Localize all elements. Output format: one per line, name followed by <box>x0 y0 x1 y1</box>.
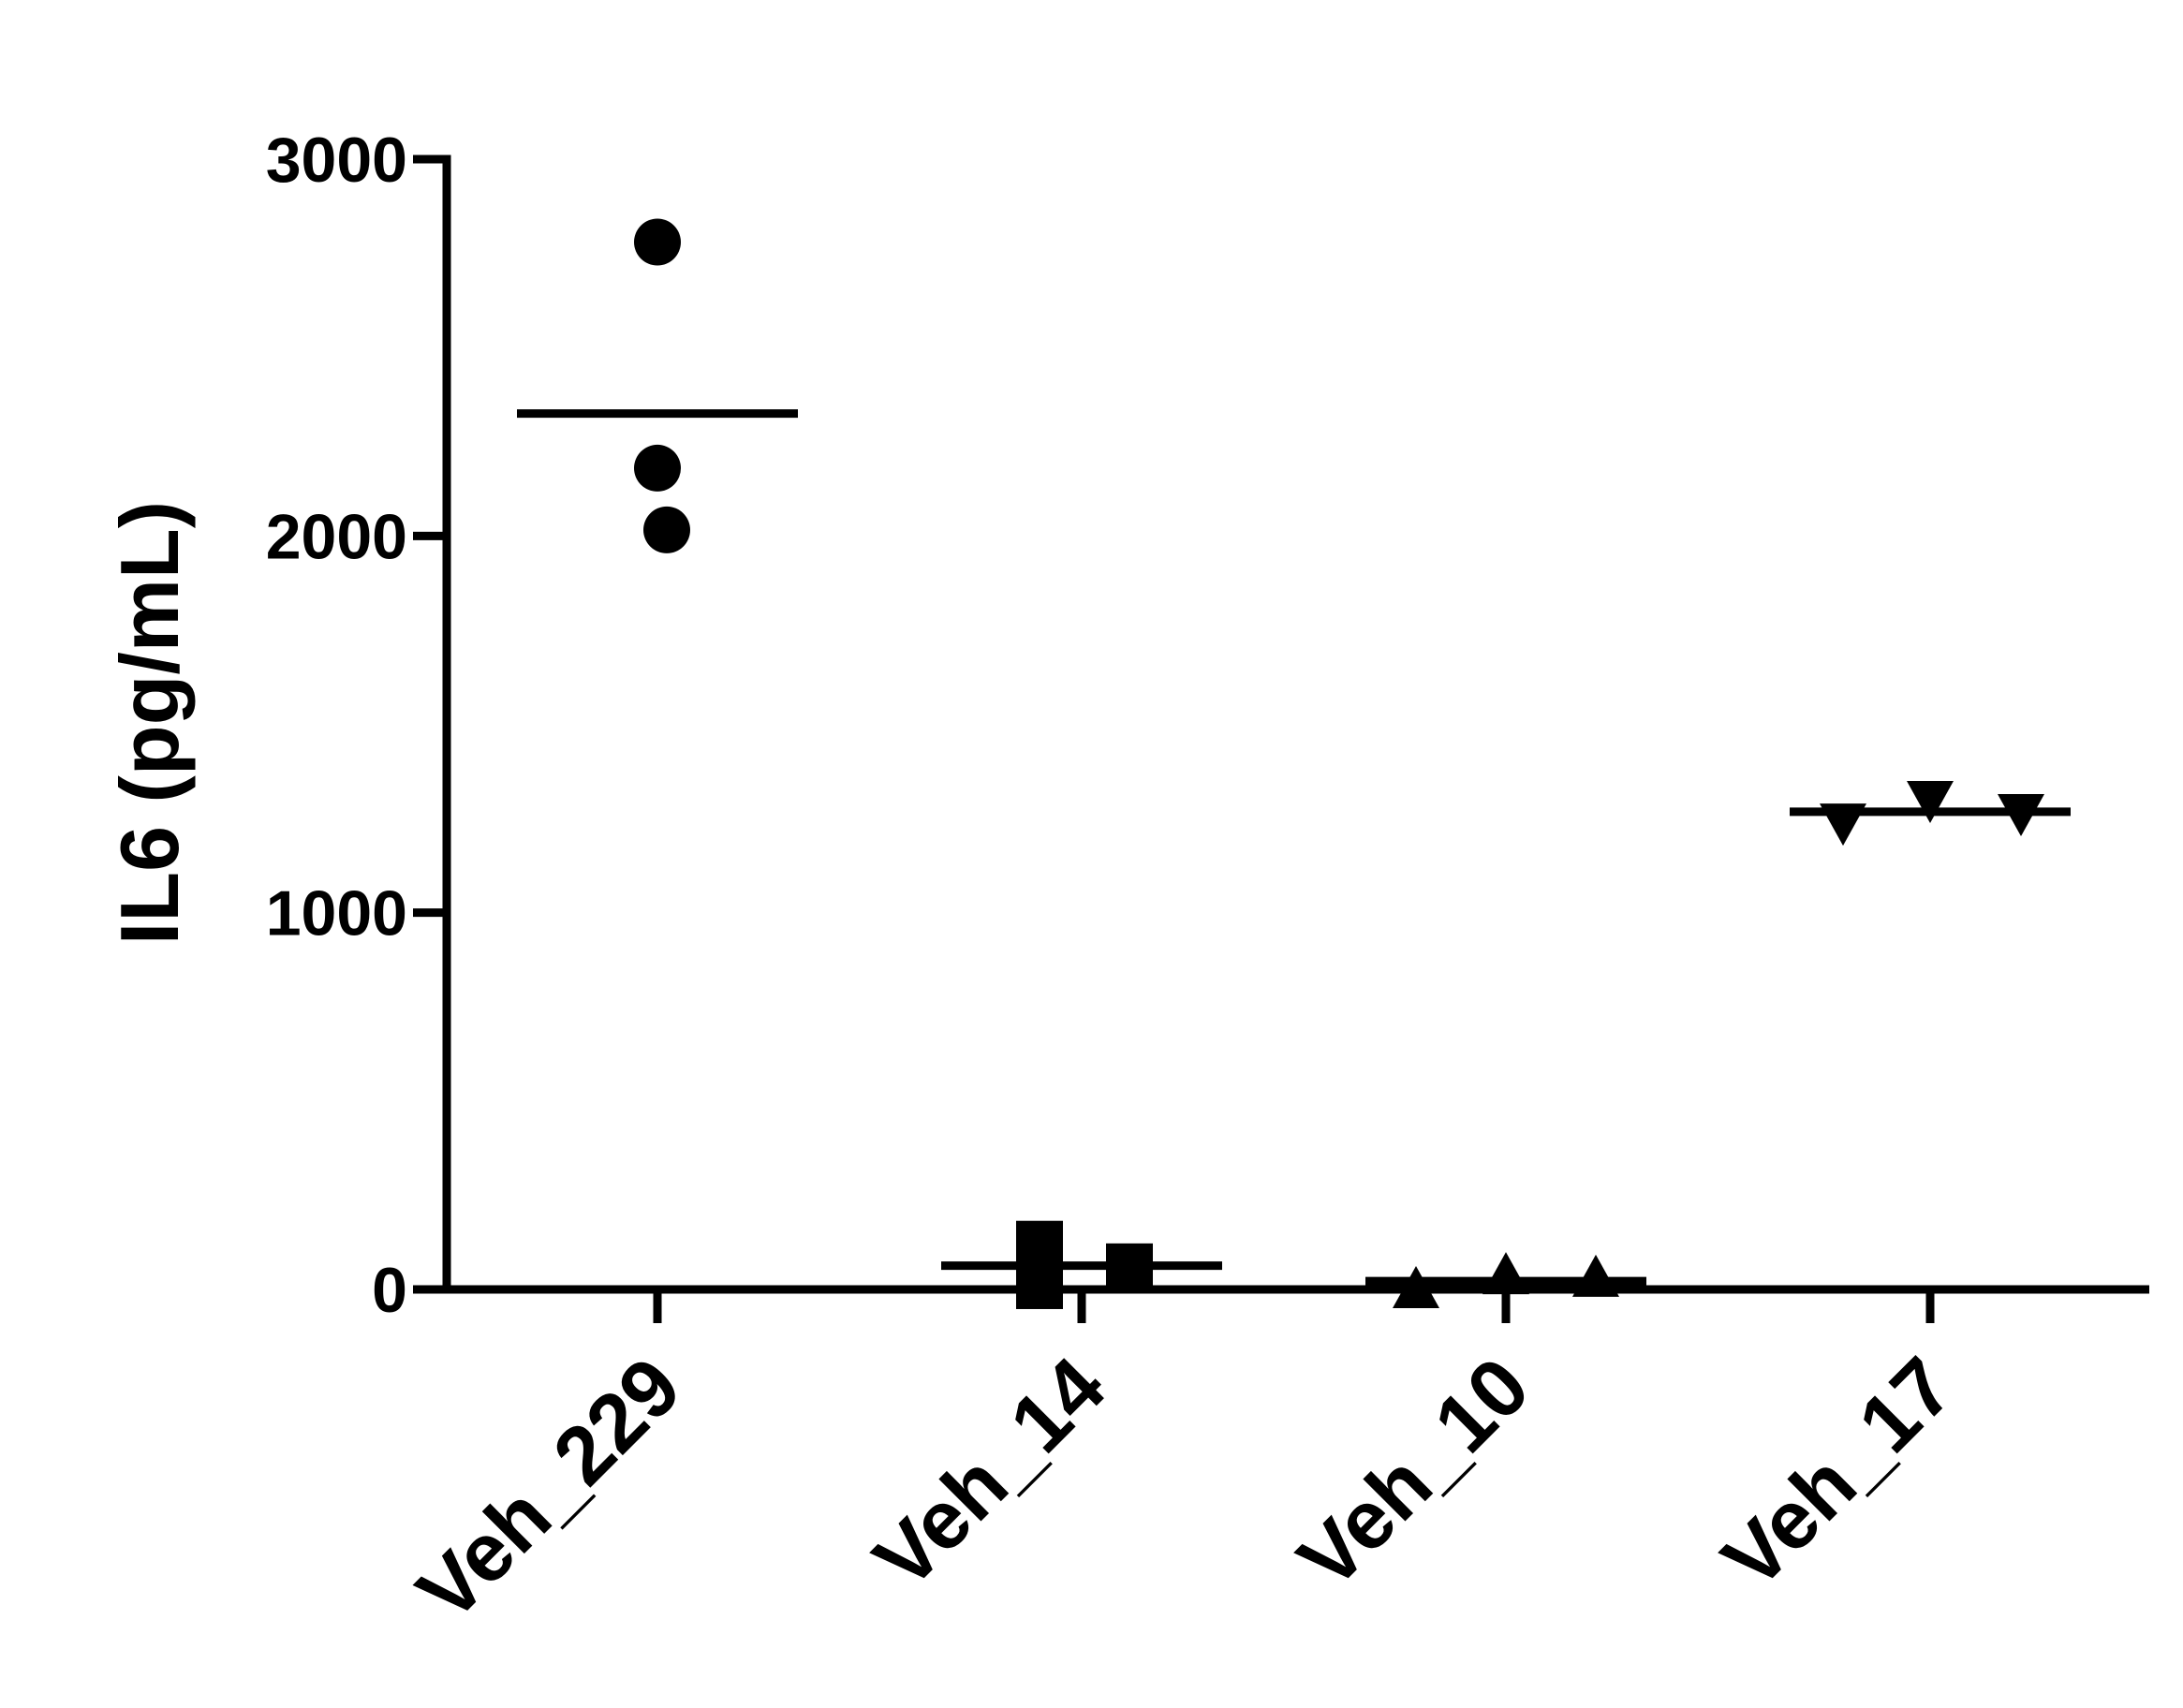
data-point <box>643 506 690 553</box>
x-tick-label: Veh_229 <box>399 1339 698 1638</box>
data-point <box>1016 1220 1063 1268</box>
data-point <box>634 444 681 492</box>
y-tick-label: 2000 <box>266 501 407 572</box>
y-tick-label: 1000 <box>266 878 407 950</box>
data-point <box>1907 780 1954 823</box>
data-point <box>1572 1254 1619 1297</box>
y-tick-label: 3000 <box>266 125 407 196</box>
x-tick-label: Veh_10 <box>1280 1339 1547 1606</box>
y-tick-label: 0 <box>372 1255 407 1326</box>
data-point <box>1482 1252 1529 1295</box>
x-tick-label: Veh_17 <box>1704 1339 1971 1606</box>
y-axis-label: IL6 (pg/mL) <box>103 501 196 945</box>
data-point <box>634 218 681 266</box>
data-point <box>1393 1266 1439 1308</box>
data-point <box>1016 1261 1063 1309</box>
x-tick-label: Veh_14 <box>856 1339 1123 1606</box>
